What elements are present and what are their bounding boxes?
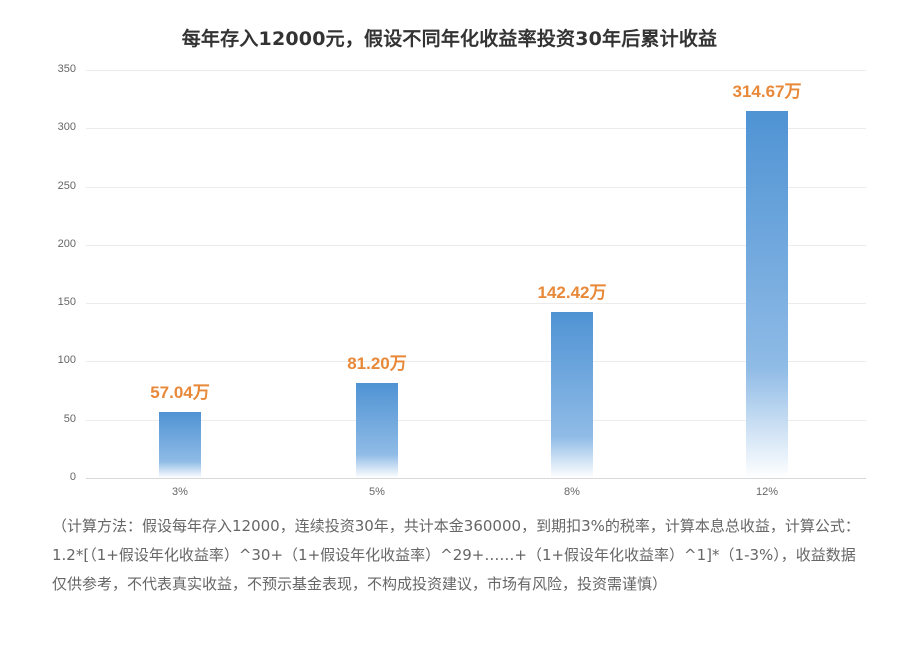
bar-3pct[interactable] — [159, 411, 201, 478]
x-tick-label: 8% — [564, 486, 580, 498]
x-tick-label: 3% — [172, 486, 188, 498]
y-tick-label: 0 — [69, 471, 76, 483]
bar-8pct[interactable] — [551, 311, 593, 478]
y-tick-label: 300 — [57, 121, 76, 133]
y-tick-label: 250 — [57, 180, 76, 192]
value-label: 142.42万 — [537, 282, 607, 302]
gridline — [86, 303, 866, 304]
y-tick-label: 350 — [57, 63, 76, 75]
x-tick-label: 12% — [755, 486, 779, 498]
gridline — [86, 187, 866, 188]
calculation-note: （计算方法：假设每年存入12000，连续投资30年，共计本金360000，到期扣… — [52, 517, 860, 593]
chart-title: 每年存入12000元，假设不同年化收益率投资30年后累计收益 — [181, 28, 718, 50]
bar-12pct[interactable] — [746, 111, 788, 478]
y-tick-label: 200 — [57, 238, 76, 250]
gridline — [86, 128, 866, 129]
gridline — [86, 420, 866, 421]
y-tick-label: 50 — [63, 413, 76, 425]
value-label: 57.04万 — [150, 382, 210, 402]
y-tick-label: 100 — [57, 354, 76, 366]
bar-chart: 0 50 100 150 200 250 300 350 57.04万 3% 81.20万 5% 142… — [57, 63, 866, 498]
gridline — [86, 70, 866, 71]
value-label: 81.20万 — [347, 354, 407, 374]
gridline — [86, 478, 866, 479]
value-label: 314.67万 — [732, 82, 802, 102]
bar-5pct[interactable] — [356, 383, 398, 478]
y-tick-label: 150 — [57, 296, 76, 308]
gridline — [86, 361, 866, 362]
gridline — [86, 245, 866, 246]
x-tick-label: 5% — [369, 486, 385, 498]
